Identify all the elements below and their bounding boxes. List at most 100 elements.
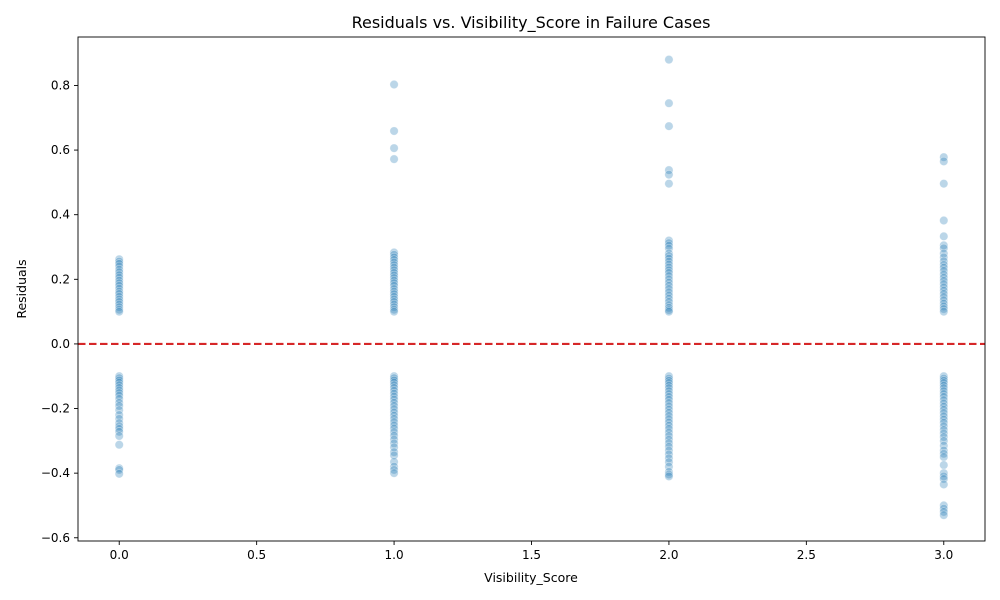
- data-point: [664, 241, 674, 251]
- data-point: [664, 424, 674, 434]
- y-axis: −0.6 −0.4 −0.2 0.0 0.2 0.4 0.6 0.8: [41, 78, 78, 545]
- data-point: [939, 402, 949, 412]
- data-point: [389, 263, 399, 273]
- y-tick-label: 0.0: [51, 337, 70, 351]
- data-point: [389, 442, 399, 452]
- data-point: [114, 424, 124, 434]
- data-point: [664, 462, 674, 472]
- data-point: [389, 447, 399, 457]
- y-tick-label: 0.8: [51, 78, 70, 92]
- data-point: [939, 282, 949, 292]
- data-point: [114, 307, 124, 317]
- data-point: [389, 79, 399, 89]
- data-point: [939, 371, 949, 381]
- data-point: [114, 431, 124, 441]
- data-point: [114, 284, 124, 294]
- data-point: [114, 421, 124, 431]
- x-tick-label: 0.5: [247, 548, 266, 562]
- data-point: [939, 479, 949, 489]
- data-point: [664, 395, 674, 405]
- data-point: [389, 424, 399, 434]
- data-point: [664, 457, 674, 467]
- data-point: [664, 438, 674, 448]
- data-point: [664, 471, 674, 481]
- data-point: [114, 294, 124, 304]
- data-point: [664, 405, 674, 415]
- data-point: [939, 446, 949, 456]
- y-tick-label: −0.4: [41, 466, 70, 480]
- data-point: [664, 121, 674, 131]
- data-point: [389, 411, 399, 421]
- data-point: [664, 236, 674, 246]
- data-point: [389, 250, 399, 260]
- x-tick-label: 2.0: [659, 548, 678, 562]
- data-point: [939, 292, 949, 302]
- data-point: [664, 408, 674, 418]
- data-point: [389, 392, 399, 402]
- data-point: [939, 260, 949, 270]
- data-point: [114, 398, 124, 408]
- data-point: [114, 305, 124, 315]
- data-point: [389, 268, 399, 278]
- data-point: [664, 98, 674, 108]
- data-point: [664, 435, 674, 445]
- data-point: [939, 279, 949, 289]
- data-point: [664, 446, 674, 456]
- x-tick-label: 1.0: [385, 548, 404, 562]
- data-point: [664, 392, 674, 402]
- data-point: [939, 304, 949, 314]
- data-point: [664, 378, 674, 388]
- data-point: [389, 414, 399, 424]
- data-point: [114, 383, 124, 393]
- data-point: [114, 391, 124, 401]
- data-point: [389, 265, 399, 275]
- data-point: [389, 468, 399, 478]
- data-point: [389, 438, 399, 448]
- data-point: [389, 260, 399, 270]
- x-tick-label: 1.5: [522, 548, 541, 562]
- data-point: [389, 305, 399, 315]
- data-point: [939, 179, 949, 189]
- data-point: [389, 289, 399, 299]
- data-point: [389, 287, 399, 297]
- y-tick-label: 0.4: [51, 208, 70, 222]
- x-tick-label: 0.0: [110, 548, 129, 562]
- data-point: [664, 170, 674, 180]
- data-point: [939, 286, 949, 296]
- data-point: [939, 507, 949, 517]
- data-point: [939, 421, 949, 431]
- data-point: [389, 300, 399, 310]
- data-point: [389, 462, 399, 472]
- data-point: [664, 421, 674, 431]
- data-point: [939, 378, 949, 388]
- x-axis: 0.0 0.5 1.0 1.5 2.0 2.5 3.0: [110, 541, 953, 562]
- data-point: [664, 238, 674, 248]
- data-point: [664, 467, 674, 477]
- data-point: [389, 297, 399, 307]
- points-layer: [114, 55, 949, 520]
- data-point: [664, 179, 674, 189]
- data-point: [389, 465, 399, 475]
- data-point: [664, 294, 674, 304]
- data-point: [389, 255, 399, 265]
- data-point: [389, 407, 399, 417]
- data-point: [389, 450, 399, 460]
- data-point: [114, 273, 124, 283]
- data-point: [114, 373, 124, 383]
- data-point: [389, 154, 399, 164]
- data-point: [114, 270, 124, 280]
- x-tick-label: 2.5: [797, 548, 816, 562]
- data-point: [664, 417, 674, 427]
- data-point: [664, 427, 674, 437]
- data-point: [939, 405, 949, 415]
- x-axis-label: Visibility_Score: [484, 570, 578, 585]
- data-point: [664, 271, 674, 281]
- data-point: [114, 265, 124, 275]
- data-point: [389, 378, 399, 388]
- data-point: [114, 289, 124, 299]
- data-point: [389, 252, 399, 262]
- data-point: [939, 418, 949, 428]
- data-point: [389, 258, 399, 268]
- data-point: [664, 268, 674, 278]
